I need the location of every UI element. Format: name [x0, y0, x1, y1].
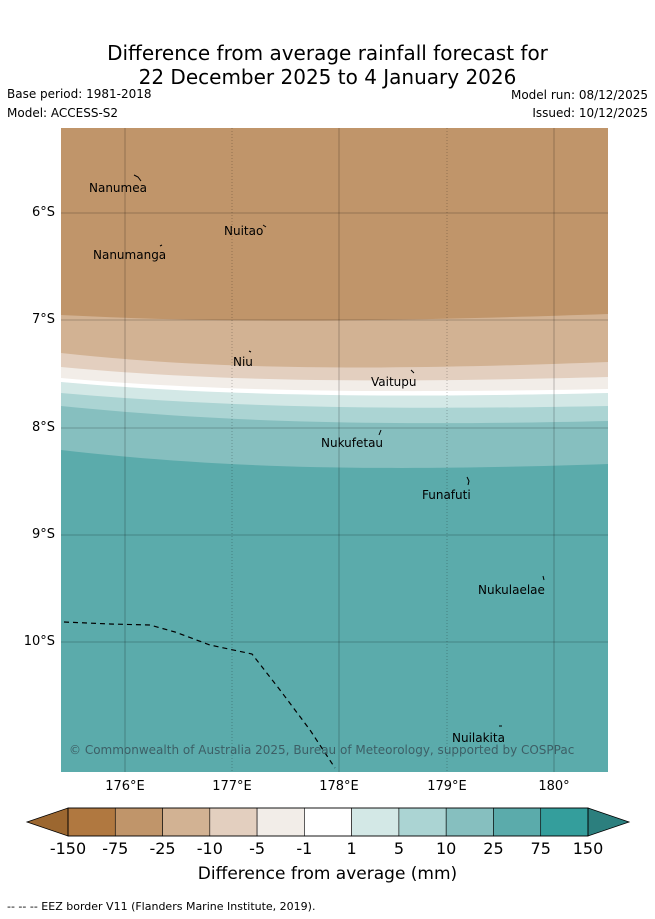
colorbar-right-arrow — [587, 807, 631, 837]
lat-tick-8s: 8°S — [31, 420, 55, 435]
island-label-nuilakita: Nuilakita — [452, 731, 505, 745]
colorbar-title: Difference from average (mm) — [197, 864, 458, 884]
colorbar-tick: 150 — [572, 839, 604, 858]
island-label-nuitao: Nuitao — [224, 224, 264, 238]
colorbar-segment — [493, 807, 542, 837]
colorbar-segment — [67, 807, 116, 837]
colorbar-tick: 25 — [483, 839, 504, 858]
colorbar-segment — [256, 807, 305, 837]
colorbar-tick: -25 — [149, 839, 176, 858]
copyright-notice: © Commonwealth of Australia 2025, Bureau… — [69, 743, 575, 757]
colorbar-segment — [445, 807, 494, 837]
colorbar-tick: -150 — [49, 839, 87, 858]
eez-footnote: -- -- -- EEZ border V11 (Flanders Marine… — [7, 900, 316, 913]
island-label-nukulaelae: Nukulaelae — [478, 583, 545, 597]
island-label-nanumea: Nanumea — [89, 181, 147, 195]
lat-tick-7s: 7°S — [31, 312, 55, 327]
colorbar-tick: -10 — [196, 839, 223, 858]
island-label-nanumanga: Nanumanga — [93, 248, 167, 262]
colorbar — [25, 807, 631, 837]
colorbar-segment — [114, 807, 163, 837]
eez-border — [63, 621, 336, 769]
lon-tick-179e: 179°E — [427, 779, 467, 794]
colorbar-segment — [398, 807, 447, 837]
colorbar-tick: -5 — [249, 839, 266, 858]
island-label-funafuti: Funafuti — [422, 488, 471, 502]
model-name: Model: ACCESS-S2 — [7, 106, 119, 120]
colorbar-tick: 75 — [530, 839, 551, 858]
colorbar-tick: 5 — [393, 839, 404, 858]
colorbar-tick: 10 — [435, 839, 457, 858]
colorbar-left-arrow — [25, 807, 69, 837]
base-period: Base period: 1981-2018 — [7, 87, 152, 101]
gridlines — [61, 128, 608, 772]
title-line-2: 22 December 2025 to 4 January 2026 — [138, 65, 517, 89]
lon-tick-180: 180° — [538, 779, 570, 794]
model-run: Model run: 08/12/2025 — [510, 88, 648, 102]
island-marks — [133, 174, 545, 727]
band-wet-strong — [61, 450, 608, 772]
lon-tick-176e: 176°E — [105, 779, 145, 794]
title-line-1: Difference from average rainfall forecas… — [107, 41, 548, 65]
colorbar-segment — [162, 807, 211, 837]
colorbar-segment — [351, 807, 400, 837]
colorbar-segment — [540, 807, 589, 837]
island-label-vaitupu: Vaitupu — [371, 375, 417, 389]
island-label-nukufetau: Nukufetau — [321, 436, 384, 450]
colorbar-tick: -75 — [102, 839, 129, 858]
lat-tick-9s: 9°S — [31, 527, 55, 542]
colorbar-segment — [209, 807, 258, 837]
lon-tick-177e: 177°E — [212, 779, 252, 794]
lat-tick-6s: 6°S — [31, 205, 55, 220]
colorbar-tick: -1 — [296, 839, 313, 858]
issued-date: Issued: 10/12/2025 — [532, 106, 648, 120]
colorbar-segment — [304, 807, 352, 837]
lon-tick-178e: 178°E — [319, 779, 359, 794]
island-label-niu: Niu — [233, 355, 253, 369]
colorbar-tick: 1 — [346, 839, 357, 858]
lat-tick-10s: 10°S — [23, 634, 55, 649]
